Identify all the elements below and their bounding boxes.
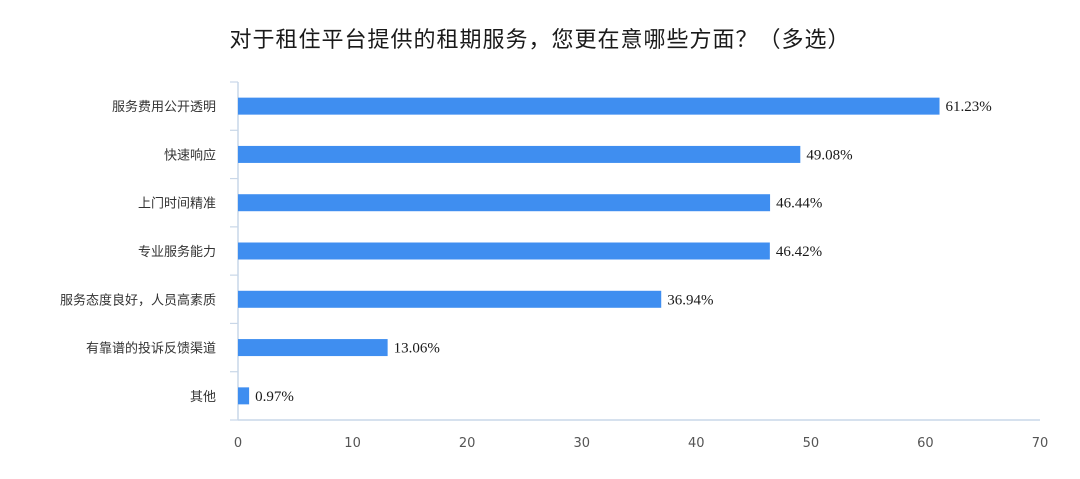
bar [238, 242, 770, 260]
chart-title: 对于租住平台提供的租期服务，您更在意哪些方面？（多选） [229, 28, 851, 53]
x-tick-label: 20 [459, 436, 476, 451]
data-label: 46.44% [776, 196, 822, 212]
category-label: 上门时间精准 [138, 197, 216, 212]
bar [238, 97, 940, 115]
x-tick-label: 50 [803, 436, 820, 451]
bar [238, 145, 801, 163]
x-tick-label: 30 [573, 436, 590, 451]
bar [238, 290, 662, 308]
bar [238, 194, 771, 212]
bars [238, 97, 940, 405]
data-label: 61.23% [946, 99, 992, 115]
x-tick-label: 60 [917, 436, 934, 451]
category-label: 专业服务能力 [138, 244, 216, 260]
category-label: 其他 [190, 390, 216, 405]
data-label: 49.08% [806, 147, 852, 163]
data-label: 46.42% [776, 244, 822, 260]
data-label: 0.97% [255, 389, 294, 405]
category-label: 有靠谱的投诉反馈渠道 [86, 341, 216, 357]
category-label: 快速响应 [164, 147, 216, 163]
data-label: 36.94% [667, 292, 713, 308]
data-label: 13.06% [394, 341, 440, 357]
x-tick-label: 70 [1032, 436, 1049, 451]
bar [238, 339, 388, 357]
x-tick-label: 10 [344, 436, 361, 451]
labels: 0 10 20 30 40 50 60 70 服务费用公开透明 61.23% 快速响应 49.08% 上… [60, 99, 1048, 451]
x-tick-label: 40 [688, 436, 705, 451]
category-label: 服务态度良好，人员高素质 [60, 292, 216, 308]
bar [238, 387, 250, 405]
category-label: 服务费用公开透明 [112, 99, 216, 115]
x-tick-label: 0 [234, 436, 242, 451]
